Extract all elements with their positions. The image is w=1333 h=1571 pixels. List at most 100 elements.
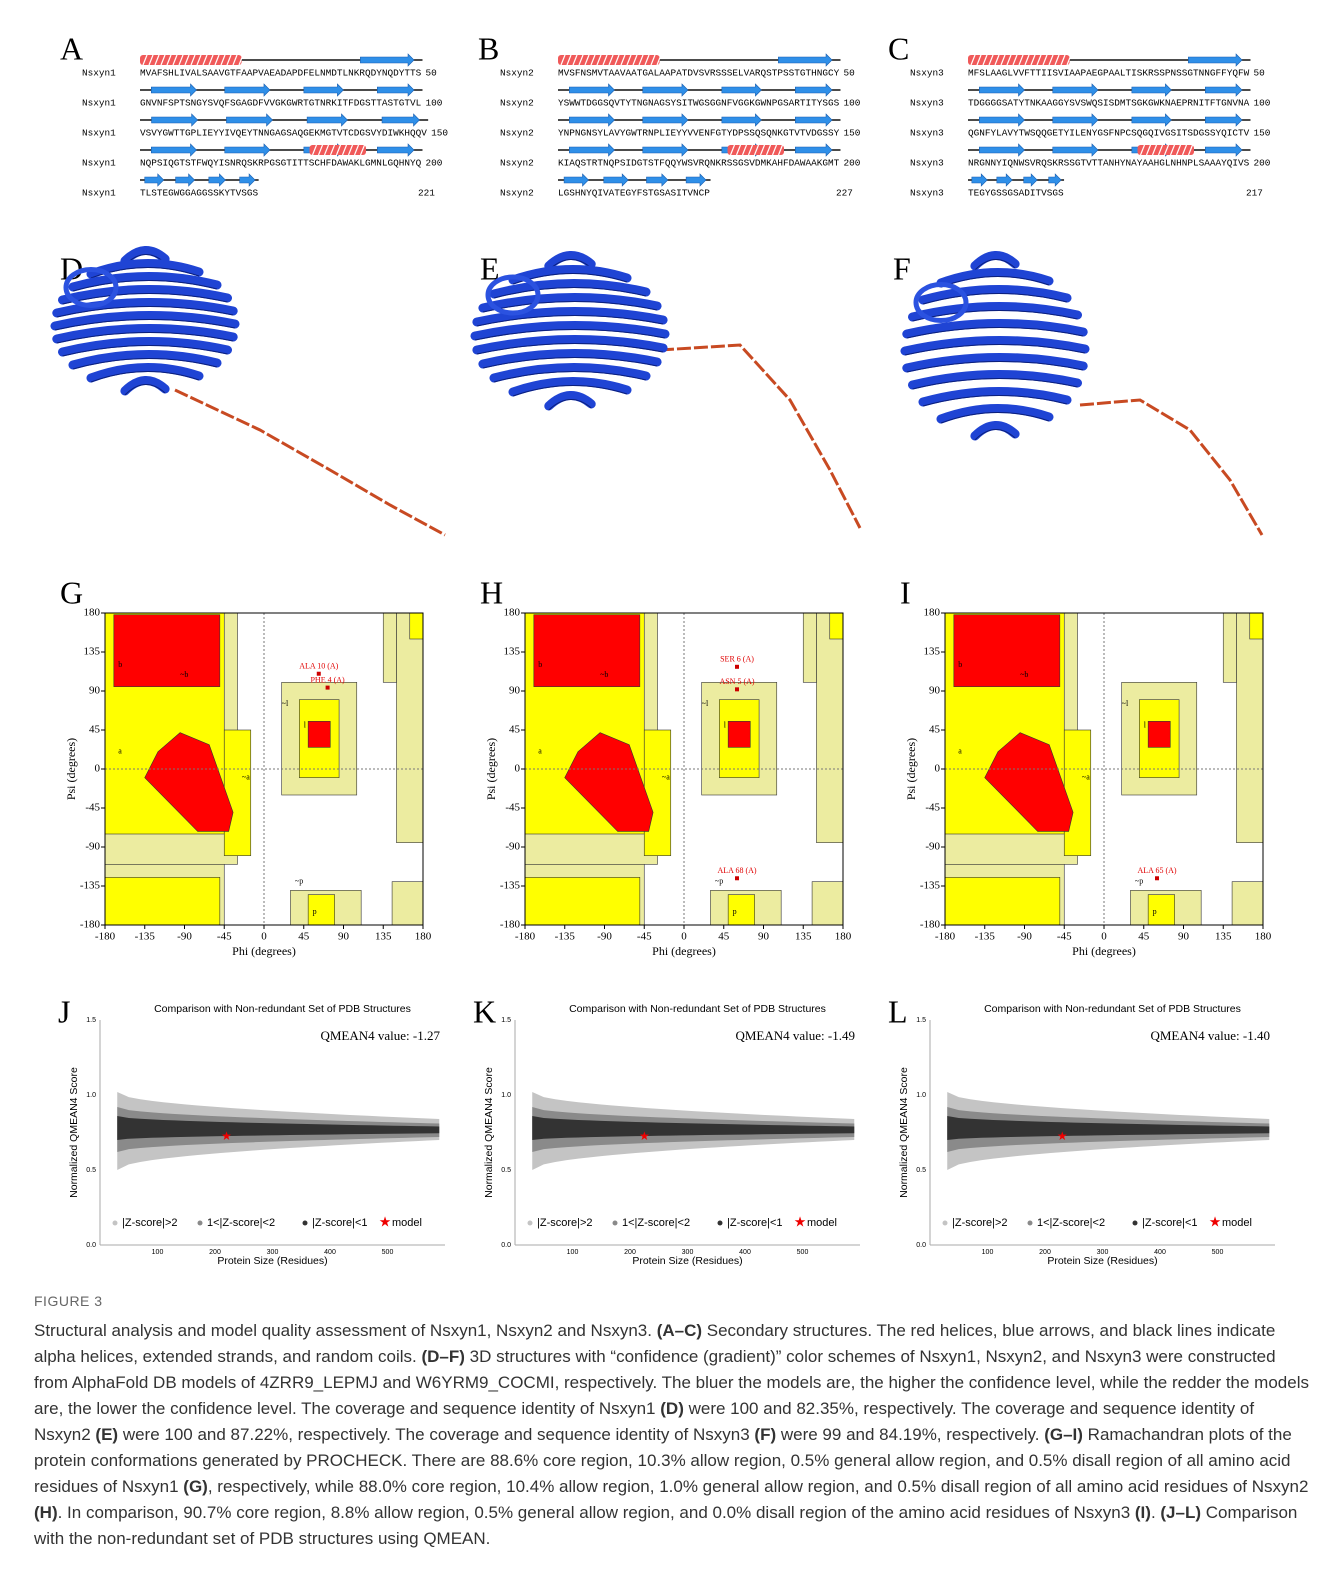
- y-tick-label: 1.5: [501, 1017, 511, 1024]
- panel-letter: I: [900, 574, 911, 610]
- helix-turn: [359, 144, 366, 156]
- helix-turn: [178, 54, 184, 66]
- x-tick-label: -90: [597, 931, 612, 943]
- allowed-region: [104, 877, 221, 926]
- legend-label: model: [392, 1217, 422, 1229]
- y-tick-label: 0: [515, 763, 521, 775]
- strand-arrow: [642, 83, 689, 97]
- region-label: ~a: [1082, 772, 1090, 781]
- generous-region: [391, 881, 424, 926]
- core-region: [307, 721, 331, 748]
- x-tick-label: 45: [718, 931, 730, 943]
- y-tick-label: 90: [509, 685, 521, 697]
- x-tick-label: 200: [209, 1249, 221, 1256]
- beta-sheet-edge: [493, 286, 647, 299]
- beta-sheet-edge: [922, 292, 1068, 305]
- panel-letter: C: [888, 30, 909, 66]
- helix-turn: [160, 54, 166, 66]
- y-tick-label: -180: [920, 919, 941, 931]
- sequence: MVSFNSMVTAAVAATGALAAPATDVSVRSSSELVARQSTP…: [558, 67, 840, 78]
- legend-label: |Z-score|<1: [727, 1217, 783, 1229]
- allowed-region: [643, 729, 672, 856]
- helix-turn: [341, 144, 348, 156]
- y-tick-label: 90: [89, 685, 101, 697]
- generous-region: [802, 612, 817, 683]
- helix-turn: [566, 54, 572, 66]
- helix-turn: [560, 54, 566, 66]
- core-region: [953, 614, 1061, 687]
- x-tick-label: -90: [1017, 931, 1032, 943]
- region-label: l: [304, 720, 307, 729]
- outlier-marker: [735, 687, 739, 692]
- sequence-name: Nsxyn3: [910, 97, 944, 108]
- sequence-name: Nsxyn2: [500, 127, 534, 138]
- x-tick-label: -45: [1057, 931, 1072, 943]
- caption-segment: (G–I): [1044, 1425, 1083, 1444]
- beta-sheet: [472, 335, 668, 355]
- region-label: p: [1153, 907, 1157, 916]
- y-tick-label: 0.0: [916, 1242, 926, 1249]
- allowed-region: [1249, 612, 1264, 640]
- helix-turn: [232, 54, 238, 66]
- z-cloud-core: [532, 1116, 855, 1140]
- strand-arrow: [175, 173, 196, 187]
- helix-turn: [1048, 54, 1054, 66]
- y-tick-label: 135: [504, 646, 521, 658]
- plot-title: Comparison with Non-redundant Set of PDB…: [569, 1003, 826, 1015]
- residue-number: 100: [1254, 97, 1271, 108]
- legend-dot: [197, 1220, 203, 1226]
- beta-sheet-edge: [512, 384, 628, 397]
- residue-number: 50: [426, 67, 438, 78]
- beta-sheet-edge: [72, 357, 218, 370]
- helix-turn: [614, 54, 620, 66]
- beta-sheet-edge: [922, 394, 1068, 407]
- helix-turn: [238, 54, 244, 66]
- strand-arrow: [603, 173, 629, 187]
- beta-sheet: [970, 421, 1020, 441]
- sequence: KIAQSTRTNQPSIDGTSTFQQYWSVRQNKRSSGSVDMKAH…: [558, 157, 840, 168]
- beta-sheet: [478, 293, 662, 313]
- beta-sheet: [120, 376, 170, 396]
- strand-arrow: [795, 143, 833, 157]
- generous-region: [816, 612, 844, 843]
- strand-arrow: [569, 143, 615, 157]
- beta-sheet-edge: [940, 275, 1050, 288]
- beta-sheet-edge: [912, 377, 1078, 390]
- region-label: l: [724, 720, 727, 729]
- x-tick-label: 45: [1138, 931, 1150, 943]
- x-tick-label: 0: [261, 931, 267, 943]
- sequence: NQPSIQGTSTFWQYISNRQSKRPGSGTITTSCHFDAWAKL…: [140, 157, 422, 168]
- beta-sheet-edge: [72, 279, 218, 292]
- model-star: ★: [639, 1129, 650, 1143]
- outlier-marker: [735, 876, 739, 881]
- sequence: VSVYGWTTGPLIEYYIVQEYTNNGAGSAQGEKMGTVTCDG…: [140, 127, 427, 138]
- residue-number: 200: [844, 157, 861, 168]
- helix-turn: [1006, 54, 1012, 66]
- sequence: TEGYGSSGSADITVSGS: [968, 187, 1064, 198]
- qmean-score: QMEAN4 value: -1.27: [320, 1028, 440, 1043]
- x-tick-label: -180: [935, 931, 956, 943]
- beta-sheet: [52, 298, 238, 318]
- beta-sheet-edge: [482, 301, 658, 313]
- helix-turn: [172, 54, 178, 66]
- x-tick-label: 200: [1039, 1249, 1051, 1256]
- x-tick-label: 300: [267, 1249, 279, 1256]
- x-tick-label: -45: [217, 931, 232, 943]
- loop: [913, 282, 969, 323]
- y-tick-label: 180: [84, 607, 101, 619]
- strand-arrow: [151, 83, 197, 97]
- beta-sheet: [508, 376, 632, 397]
- beta-sheet: [68, 271, 222, 292]
- sequence-name: Nsxyn1: [82, 127, 116, 138]
- region-label: a: [538, 746, 542, 755]
- beta-sheet-edge: [62, 344, 228, 357]
- helix-turn: [1018, 54, 1024, 66]
- strand-arrow: [996, 173, 1013, 187]
- core-region: [113, 614, 221, 687]
- sequence-name: Nsxyn1: [82, 97, 116, 108]
- strand-arrow: [971, 173, 988, 187]
- helix-turn: [988, 54, 994, 66]
- strand-arrow: [151, 143, 197, 157]
- caption-segment: Structural analysis and model quality as…: [34, 1321, 657, 1340]
- legend-star: ★: [379, 1214, 392, 1230]
